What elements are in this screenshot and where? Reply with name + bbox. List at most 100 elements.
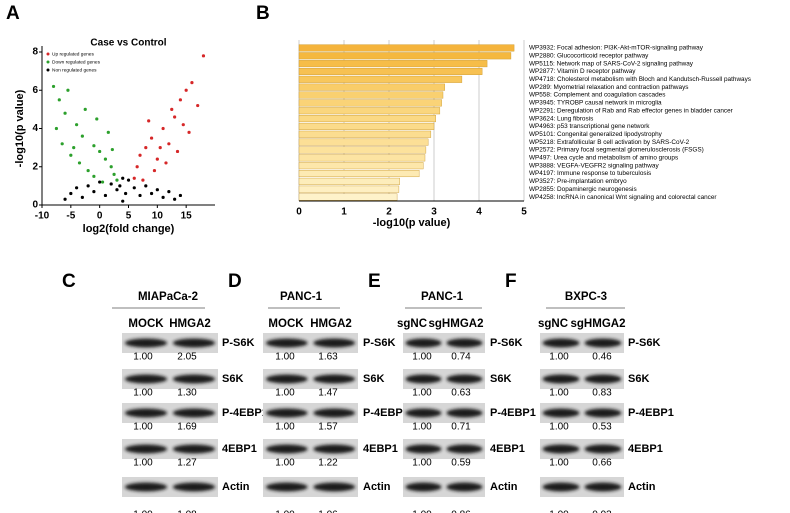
scatter-point — [80, 195, 84, 199]
band-quantification: 1.00 — [275, 510, 295, 513]
blot-band — [265, 338, 308, 348]
blot-band — [446, 374, 483, 384]
pathway-label: WP497: Urea cycle and metabolism of amin… — [529, 155, 678, 162]
x-tick-label: 10 — [152, 211, 164, 222]
blot-band — [584, 444, 622, 454]
bar — [298, 67, 483, 75]
scatter-point — [155, 157, 159, 161]
pathway-label: WP3527: Pre-implantation embryo — [529, 178, 627, 185]
band-quantification: 1.00 — [549, 458, 569, 469]
scatter-point — [178, 98, 182, 102]
blot-band — [172, 408, 216, 418]
scatter-point — [95, 117, 99, 121]
blot-band — [124, 338, 168, 348]
band-quantification: 0.71 — [451, 422, 471, 433]
protein-label: Actin — [222, 481, 250, 493]
protein-label: 4EBP1 — [363, 443, 398, 455]
scatter-point — [121, 176, 125, 180]
blot-band — [265, 374, 308, 384]
blot-strip — [403, 403, 485, 423]
scatter-point — [86, 184, 90, 188]
protein-label: P-4EBP1 — [628, 407, 674, 419]
band-quantification: 1.00 — [549, 422, 569, 433]
blot-strip — [403, 369, 485, 389]
scatter-point — [144, 146, 148, 150]
lane-label: HMGA2 — [169, 318, 211, 330]
x-tick-label: -10 — [35, 211, 50, 222]
lane-label: sgHMGA2 — [429, 318, 484, 330]
band-quantification: 1.00 — [549, 352, 569, 363]
protein-label: Actin — [363, 481, 391, 493]
blot-strip — [122, 403, 218, 423]
band-quantification: 1.00 — [133, 510, 153, 513]
protein-label: 4EBP1 — [490, 443, 525, 455]
blot-strip — [540, 403, 624, 423]
blot-band — [124, 408, 168, 418]
blot-band — [446, 338, 483, 348]
protein-label: P-4EBP1 — [490, 407, 536, 419]
bar — [298, 154, 426, 162]
pathway-label: WP2291: Deregulation of Rab and Rab effe… — [529, 107, 734, 114]
y-tick-label: 4 — [32, 123, 38, 134]
band-quantification: 1.00 — [133, 352, 153, 363]
pathway-label: WP2572: Primary focal segmental glomerul… — [529, 147, 704, 154]
pathway-label: WP4197: Immune response to tuberculosis — [529, 170, 651, 177]
scatter-point — [77, 161, 82, 165]
protein-label: P-4EBP1 — [222, 407, 268, 419]
pathway-label: WP2880: Glucocorticoid receptor pathway — [529, 52, 649, 59]
protein-label: P-S6K — [222, 337, 254, 349]
panel-letter: A — [6, 3, 20, 24]
band-quantification: 0.59 — [451, 458, 471, 469]
scatter-point — [86, 168, 90, 173]
scatter-point — [98, 180, 102, 184]
protein-label: Actin — [628, 481, 656, 493]
protein-label: S6K — [628, 373, 649, 385]
blot-band — [405, 482, 442, 492]
scatter-point — [178, 193, 182, 198]
band-quantification: 1.00 — [549, 510, 569, 513]
y-tick-label: 6 — [32, 85, 38, 96]
bar — [298, 193, 398, 201]
band-quantification: 1.47 — [318, 388, 338, 399]
band-quantification: 1.30 — [177, 388, 197, 399]
bar — [298, 52, 512, 60]
scatter-point — [187, 130, 191, 134]
blot-band — [446, 482, 483, 492]
protein-label: P-S6K — [628, 337, 660, 349]
pathway-label: WP3932: Focal adhesion: PI3K-Akt-mTOR-si… — [529, 45, 704, 52]
scatter-point — [63, 111, 67, 115]
scatter-point — [149, 191, 154, 196]
scatter-point — [106, 130, 110, 134]
scatter-point — [181, 123, 185, 127]
bar — [298, 138, 429, 146]
blot-strip — [540, 477, 624, 497]
lane-label: MOCK — [128, 318, 164, 330]
scatter-point — [103, 157, 108, 161]
scatter-point — [167, 190, 171, 194]
band-quantification: 1.00 — [133, 388, 153, 399]
protein-label: S6K — [363, 373, 384, 385]
x-axis-label: -log10(p value) — [373, 217, 451, 229]
pathway-label: WP5101: Congenital generalized lipodystr… — [529, 131, 663, 138]
protein-label: P-S6K — [490, 337, 522, 349]
scatter-point — [138, 193, 142, 198]
panel-letter: E — [368, 271, 381, 292]
protein-label: P-S6K — [363, 337, 395, 349]
x-axis-label: log2(fold change) — [83, 223, 175, 235]
scatter-point — [92, 144, 96, 148]
panel-letter: B — [256, 3, 270, 24]
lane-label: sgNC — [538, 318, 568, 330]
band-quantification: 1.00 — [275, 388, 295, 399]
bar — [298, 185, 400, 193]
blot-band — [405, 444, 442, 454]
blot-band — [124, 444, 168, 454]
bar — [298, 170, 420, 178]
blot-band — [313, 444, 356, 454]
pathway-label: WP5115: Network map of SARS-CoV-2 signal… — [529, 60, 694, 67]
pathway-label: WP4963: p53 transcriptional gene network — [529, 123, 650, 130]
x-tick-label: 5 — [521, 207, 527, 218]
legend-marker — [46, 52, 50, 56]
scatter-point — [115, 188, 119, 192]
y-axis-label: -log10(p value) — [14, 89, 26, 167]
pathway-label: WP4258: lncRNA in canonical Wnt signalin… — [529, 194, 717, 201]
